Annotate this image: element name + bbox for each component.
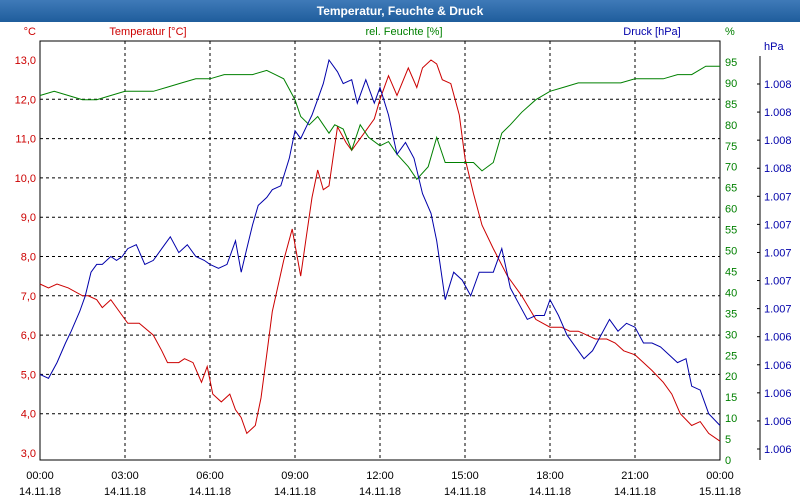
temp-tick-label: 11,0 bbox=[15, 134, 36, 146]
x-tick-time: 00:00 bbox=[706, 470, 734, 482]
temp-tick-label: 5,0 bbox=[21, 369, 36, 381]
x-tick-date: 14.11.18 bbox=[274, 486, 316, 498]
x-tick-date: 15.11.18 bbox=[699, 486, 741, 498]
hum-tick-label: 70 bbox=[725, 162, 737, 174]
x-tick-date: 14.11.18 bbox=[614, 486, 656, 498]
hum-axis-unit: % bbox=[725, 26, 735, 38]
x-tick-date: 14.11.18 bbox=[359, 486, 401, 498]
temp-tick-label: 3,0 bbox=[21, 448, 36, 460]
temp-tick-label: 8,0 bbox=[21, 252, 36, 264]
temp-tick-label: 4,0 bbox=[21, 409, 36, 421]
hum-tick-label: 50 bbox=[725, 246, 737, 258]
hum-tick-label: 55 bbox=[725, 225, 737, 237]
hum-tick-label: 30 bbox=[725, 329, 737, 341]
x-tick-time: 03:00 bbox=[111, 470, 139, 482]
hum-tick-label: 40 bbox=[725, 287, 737, 299]
hum-tick-label: 20 bbox=[725, 371, 737, 383]
hum-tick-label: 90 bbox=[725, 78, 737, 90]
x-tick-time: 18:00 bbox=[536, 470, 564, 482]
pressure-line bbox=[39, 58, 721, 426]
press-tick-label: 1.007 bbox=[764, 247, 792, 259]
press-tick-label: 1.008 bbox=[764, 135, 792, 147]
hum-tick-label: 80 bbox=[725, 120, 737, 132]
temp-tick-label: 7,0 bbox=[21, 291, 36, 303]
hum-tick-label: 85 bbox=[725, 99, 737, 111]
press-tick-label: 1.007 bbox=[764, 304, 792, 316]
x-tick-time: 12:00 bbox=[366, 470, 394, 482]
window-title: Temperatur, Feuchte & Druck bbox=[0, 0, 800, 22]
temp-tick-label: 6,0 bbox=[21, 330, 36, 342]
x-tick-time: 15:00 bbox=[451, 470, 479, 482]
temp-tick-label: 13,0 bbox=[15, 55, 36, 67]
x-tick-date: 14.11.18 bbox=[104, 486, 146, 498]
press-tick-label: 1.006 bbox=[764, 388, 792, 400]
press-tick-label: 1.006 bbox=[764, 332, 792, 344]
hum-tick-label: 0 bbox=[725, 455, 731, 467]
hum-tick-label: 35 bbox=[725, 308, 737, 320]
press-tick-label: 1.008 bbox=[764, 107, 792, 119]
press-tick-label: 1.006 bbox=[764, 416, 792, 428]
press-axis-label: Druck [hPa] bbox=[623, 26, 680, 38]
press-axis-unit: hPa bbox=[764, 41, 784, 53]
press-tick-label: 1.008 bbox=[764, 79, 792, 91]
x-tick-time: 21:00 bbox=[621, 470, 649, 482]
press-tick-label: 1.006 bbox=[764, 444, 792, 456]
x-tick-date: 14.11.18 bbox=[444, 486, 486, 498]
hum-tick-label: 75 bbox=[725, 141, 737, 153]
temp-tick-label: 12,0 bbox=[15, 94, 36, 106]
temp-tick-label: 10,0 bbox=[15, 173, 36, 185]
temp-tick-label: 9,0 bbox=[21, 212, 36, 224]
hum-axis-label: rel. Feuchte [%] bbox=[365, 26, 442, 38]
humidity-line bbox=[39, 65, 720, 181]
x-tick-date: 14.11.18 bbox=[189, 486, 231, 498]
grid bbox=[39, 40, 721, 461]
x-tick-time: 00:00 bbox=[26, 470, 54, 482]
press-tick-label: 1.007 bbox=[764, 191, 792, 203]
hum-tick-label: 45 bbox=[725, 266, 737, 278]
x-tick-time: 06:00 bbox=[196, 470, 224, 482]
hum-tick-label: 25 bbox=[725, 350, 737, 362]
series-group bbox=[39, 58, 721, 442]
hum-tick-label: 65 bbox=[725, 183, 737, 195]
hum-tick-label: 5 bbox=[725, 434, 731, 446]
press-tick-label: 1.007 bbox=[764, 276, 792, 288]
press-tick-label: 1.008 bbox=[764, 163, 792, 175]
press-tick-label: 1.006 bbox=[764, 360, 792, 372]
x-tick-time: 09:00 bbox=[281, 470, 309, 482]
axes: 00:00 14.11.18 03:00 14.11.18 06:00 14.11.18 0… bbox=[15, 26, 792, 498]
hum-tick-label: 95 bbox=[725, 57, 737, 69]
hum-tick-label: 10 bbox=[725, 413, 737, 425]
press-tick-label: 1.007 bbox=[764, 219, 792, 231]
x-tick-date: 14.11.18 bbox=[529, 486, 571, 498]
temperature-line bbox=[39, 59, 721, 442]
hum-tick-label: 15 bbox=[725, 392, 737, 404]
temp-axis-label: Temperatur [°C] bbox=[109, 26, 186, 38]
temp-axis-unit: °C bbox=[24, 26, 36, 38]
hum-tick-label: 60 bbox=[725, 204, 737, 216]
x-tick-date: 14.11.18 bbox=[19, 486, 61, 498]
